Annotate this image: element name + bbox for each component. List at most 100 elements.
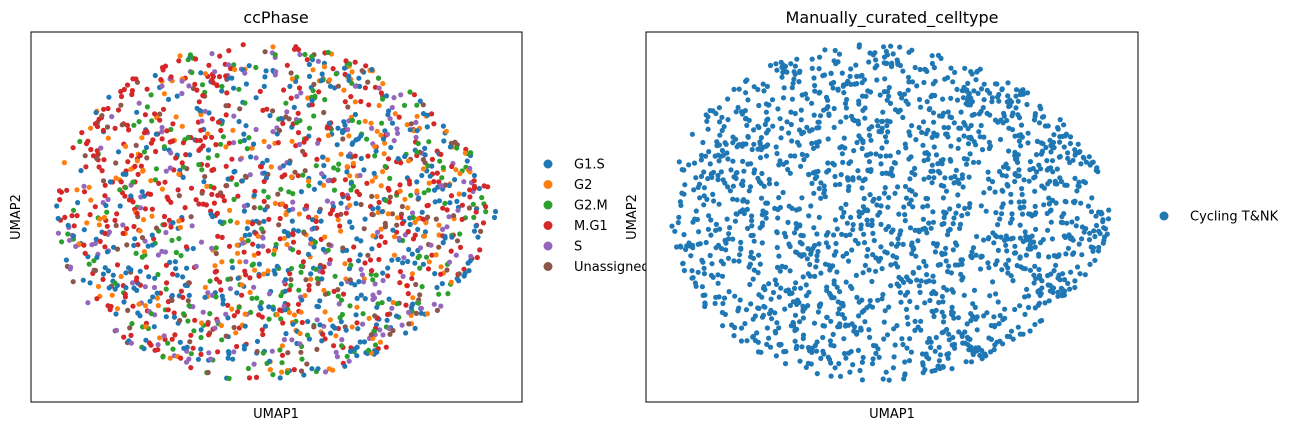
- scatter-point: [363, 63, 369, 69]
- scatter-point: [202, 71, 209, 77]
- scatter-point: [143, 128, 149, 134]
- scatter-point: [377, 327, 383, 333]
- scatter-point: [96, 116, 102, 122]
- scatter-point: [719, 114, 725, 120]
- scatter-point: [126, 127, 132, 133]
- scatter-point: [1049, 158, 1056, 164]
- scatter-point: [921, 79, 927, 86]
- scatter-point: [354, 320, 360, 326]
- scatter-point: [902, 212, 908, 218]
- scatter-point: [816, 214, 822, 220]
- scatter-point: [247, 275, 253, 281]
- scatter-point: [692, 280, 699, 286]
- scatter-point: [316, 209, 322, 215]
- scatter-point: [1061, 122, 1067, 128]
- scatter-point: [361, 226, 367, 232]
- scatter-point: [414, 149, 420, 155]
- scatter-point: [1070, 157, 1076, 163]
- scatter-point: [959, 257, 966, 263]
- scatter-point: [1069, 235, 1075, 241]
- scatter-point: [432, 199, 438, 205]
- scatter-point: [231, 62, 237, 68]
- scatter-point: [968, 253, 974, 259]
- scatter-point: [315, 140, 321, 146]
- scatter-point: [979, 347, 985, 354]
- scatter-point: [935, 161, 941, 167]
- scatter-point: [999, 211, 1005, 217]
- scatter-point: [362, 296, 368, 302]
- scatter-point: [261, 198, 267, 204]
- scatter-point: [359, 68, 365, 74]
- scatter-point: [114, 306, 121, 312]
- scatter-point: [374, 304, 380, 310]
- scatter-point: [744, 77, 750, 83]
- scatter-point: [384, 317, 390, 323]
- scatter-point: [679, 167, 685, 173]
- scatter-point: [118, 102, 124, 108]
- scatter-point: [342, 261, 348, 267]
- scatter-point: [717, 132, 723, 138]
- scatter-point: [804, 256, 811, 262]
- scatter-point: [852, 237, 859, 243]
- scatter-point: [256, 261, 262, 267]
- scatter-point: [941, 220, 947, 227]
- scatter-point: [1009, 216, 1015, 222]
- scatter-point: [440, 205, 446, 211]
- scatter-point: [738, 245, 744, 251]
- scatter-point: [987, 90, 993, 96]
- scatter-point: [1092, 257, 1098, 263]
- scatter-point: [897, 231, 903, 237]
- scatter-point: [724, 216, 730, 222]
- scatter-point: [907, 336, 913, 342]
- scatter-point: [1031, 239, 1037, 245]
- scatter-point: [387, 331, 393, 337]
- scatter-point: [727, 188, 734, 194]
- scatter-point: [698, 157, 705, 163]
- scatter-point: [261, 271, 267, 277]
- scatter-point: [160, 354, 166, 360]
- scatter-point: [385, 112, 391, 118]
- scatter-point: [929, 290, 935, 297]
- scatter-point: [287, 160, 293, 166]
- scatter-point: [368, 332, 374, 338]
- scatter-point: [156, 180, 162, 186]
- scatter-point: [256, 273, 262, 279]
- scatter-point: [101, 214, 107, 221]
- scatter-point: [798, 107, 804, 113]
- scatter-point: [266, 316, 272, 322]
- scatter-point: [241, 131, 247, 137]
- scatter-point: [378, 226, 384, 232]
- scatter-point: [313, 266, 319, 272]
- scatter-point: [884, 97, 890, 103]
- scatter-point: [866, 267, 872, 273]
- scatter-point: [394, 130, 401, 136]
- scatter-point: [446, 214, 452, 220]
- scatter-point: [429, 111, 435, 117]
- scatter-point: [340, 291, 347, 297]
- scatter-point: [744, 206, 750, 212]
- scatter-point: [186, 303, 192, 309]
- scatter-point: [93, 236, 99, 242]
- scatter-point: [842, 323, 849, 329]
- scatter-point: [412, 260, 418, 266]
- scatter-point: [973, 252, 979, 258]
- scatter-point: [148, 311, 155, 317]
- scatter-point: [983, 353, 989, 359]
- scatter-point: [860, 139, 866, 146]
- scatter-point: [707, 107, 713, 114]
- scatter-point: [777, 116, 783, 122]
- scatter-point: [221, 198, 227, 204]
- scatter-point: [358, 238, 364, 244]
- scatter-point: [202, 174, 208, 180]
- scatter-point: [963, 161, 970, 167]
- scatter-point: [778, 135, 784, 141]
- scatter-point: [971, 287, 978, 293]
- scatter-point: [1061, 144, 1067, 150]
- scatter-point: [99, 168, 105, 174]
- scatter-point: [965, 141, 972, 147]
- scatter-point: [425, 266, 432, 272]
- scatter-point: [917, 66, 923, 73]
- scatter-point: [319, 276, 325, 282]
- scatter-point: [251, 284, 257, 290]
- scatter-point: [809, 100, 815, 106]
